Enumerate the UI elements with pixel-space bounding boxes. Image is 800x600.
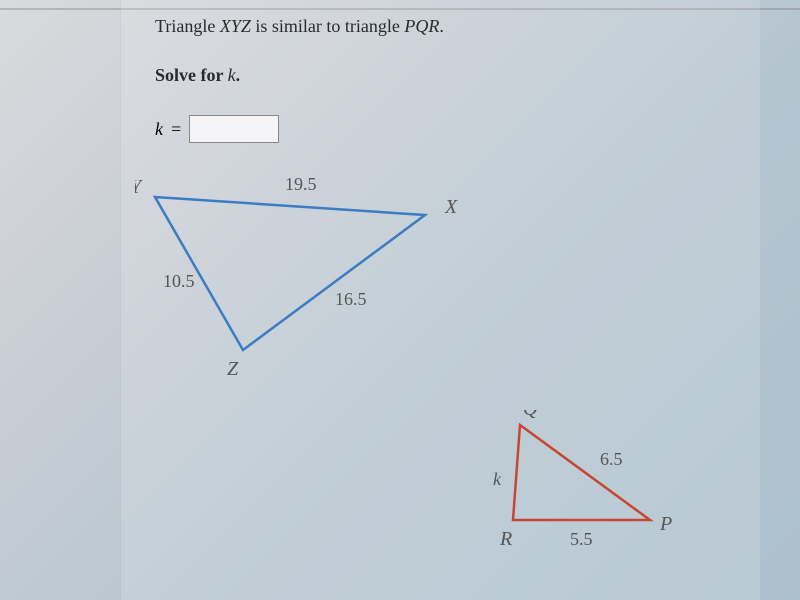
answer-var: k <box>155 119 163 140</box>
vertex-q-label: Q <box>523 410 538 420</box>
equals-sign: = <box>171 119 181 140</box>
problem-statement: Triangle XYZ is similar to triangle PQR. <box>155 16 444 37</box>
triangle-pqr-shape <box>513 425 650 520</box>
side-qp-measure: 6.5 <box>600 449 623 469</box>
solve-suffix: . <box>236 65 241 85</box>
solve-var: k <box>228 65 236 85</box>
vertex-r-label: R <box>499 528 512 550</box>
statement-prefix: Triangle <box>155 16 220 36</box>
statement-suffix: . <box>439 16 444 36</box>
side-yx-measure: 19.5 <box>285 175 317 194</box>
vertex-x-label: X <box>444 196 458 218</box>
side-xz-measure: 16.5 <box>335 289 367 309</box>
triangle-pqr: Q R P k 6.5 5.5 <box>485 410 695 560</box>
vertex-y-label: Y <box>135 176 143 198</box>
solve-instruction: Solve for k. <box>155 65 240 86</box>
side-qr-measure: k <box>493 469 502 489</box>
vertex-z-label: Z <box>227 358 239 380</box>
solve-prefix: Solve for <box>155 65 228 85</box>
statement-mid: is similar to triangle <box>251 16 404 36</box>
answer-row: k = <box>155 115 279 143</box>
triangle1-name: XYZ <box>220 16 251 36</box>
side-yz-measure: 10.5 <box>163 271 195 291</box>
triangle-xyz: Y X Z 19.5 10.5 16.5 <box>135 175 485 395</box>
triangle2-name: PQR <box>404 16 439 36</box>
triangle-xyz-shape <box>155 197 425 350</box>
vertex-p-label: P <box>659 513 672 535</box>
answer-input[interactable] <box>189 115 279 143</box>
side-rp-measure: 5.5 <box>570 529 593 549</box>
